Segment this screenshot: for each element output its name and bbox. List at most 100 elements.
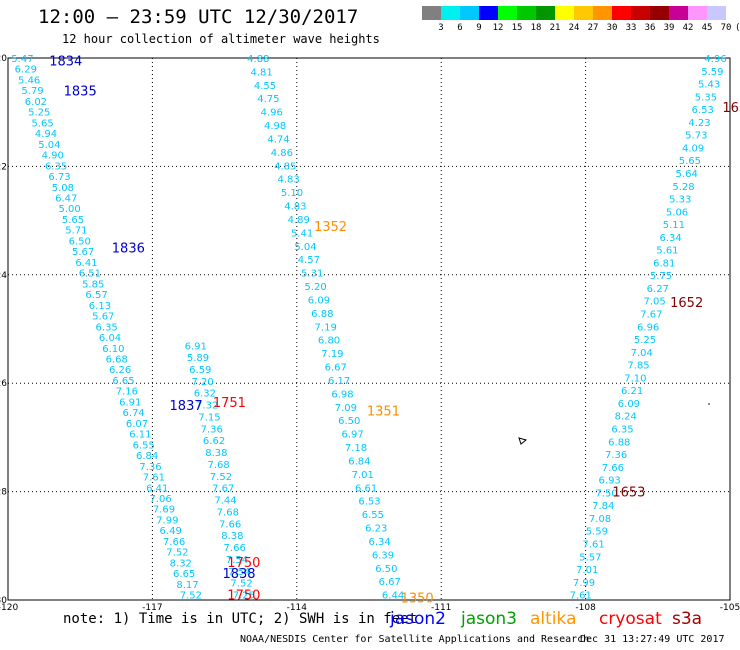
colorbar-swatch — [517, 6, 536, 20]
swh-value: 5.75 — [650, 271, 672, 282]
swh-value: 7.25 — [233, 591, 255, 602]
pass-time-label: 1652 — [670, 296, 703, 311]
swh-value: 7.10 — [624, 373, 646, 384]
swh-value: 6.65 — [173, 569, 195, 580]
swh-value: 7.54 — [226, 555, 248, 566]
swh-value: 6.41 — [146, 483, 168, 494]
swh-value: 8.24 — [615, 412, 637, 423]
swh-value: 6.47 — [55, 194, 77, 205]
swh-value: 8.38 — [221, 531, 243, 542]
swh-value: 7.99 — [156, 515, 178, 526]
swh-value: 6.26 — [109, 365, 131, 376]
swh-value: 4.96 — [261, 108, 283, 119]
swh-value: 5.11 — [663, 220, 685, 231]
swh-value: 7.44 — [214, 496, 236, 507]
pass-time-label: 1750 — [227, 556, 260, 571]
swh-value: 4.23 — [688, 118, 710, 129]
swh-value: 7.06 — [149, 494, 171, 505]
swh-value: 6.93 — [599, 476, 621, 487]
swh-value: 6.81 — [653, 258, 675, 269]
island-dot — [708, 403, 710, 405]
pass-time-label: 165 — [722, 101, 740, 116]
swh-value: 7.15 — [198, 412, 220, 423]
swh-value: 5.59 — [701, 67, 723, 78]
swh-value: 6.29 — [15, 65, 37, 76]
swh-value: 6.50 — [338, 416, 360, 427]
y-tick-label: 24 — [0, 271, 7, 281]
swh-value: 7.84 — [592, 501, 614, 512]
colorbar-swatch — [479, 6, 498, 20]
swh-value: 6.27 — [647, 284, 669, 295]
colorbar-label: 12 — [492, 23, 504, 33]
swh-value: 6.57 — [85, 290, 107, 301]
swh-value: 5.33 — [669, 195, 691, 206]
swh-value: 6.53 — [692, 105, 714, 116]
swh-value: 4.89 — [288, 215, 310, 226]
swh-value: 5.04 — [294, 242, 316, 253]
swh-value: 6.44 — [382, 591, 404, 602]
colorbar-label: 9 — [476, 23, 482, 33]
swh-value: 7.01 — [576, 565, 598, 576]
swh-value: 6.67 — [379, 577, 401, 588]
swh-value: 4.83 — [277, 175, 299, 186]
swh-value: 7.19 — [315, 322, 337, 333]
swh-value: 6.04 — [99, 333, 121, 344]
pass-time-label: 1750 — [227, 589, 260, 604]
swh-value: 7.18 — [345, 443, 367, 454]
swh-value: 7.16 — [116, 387, 138, 398]
swh-value: 4.81 — [251, 67, 273, 78]
colorbar-label: 6 — [457, 23, 463, 33]
swh-value: 7.68 — [217, 507, 239, 518]
swh-value: 7.85 — [627, 361, 649, 372]
swh-value: 5.25 — [28, 108, 50, 119]
swh-value: 5.43 — [698, 80, 720, 91]
pass-time-label: 1838 — [222, 567, 255, 582]
swh-value: 7.52 — [210, 472, 232, 483]
swh-value: 6.21 — [621, 386, 643, 397]
legend-s3a: s3a — [672, 609, 703, 629]
map-title: 12:00 – 23:59 UTC 12/30/2017 — [38, 6, 359, 28]
pass-time-label: 1751 — [213, 396, 246, 411]
colorbar-swatch — [460, 6, 479, 20]
swh-value: 5.31 — [301, 269, 323, 280]
swh-value: 7.69 — [153, 505, 175, 516]
y-tick-label: 26 — [0, 379, 7, 389]
swh-value: 6.67 — [325, 363, 347, 374]
colorbar-swatch — [669, 6, 688, 20]
colorbar-label: 42 — [682, 23, 694, 33]
pass-time-label: 1350 — [401, 591, 434, 606]
swh-value: 6.61 — [355, 483, 377, 494]
swh-value: 7.99 — [573, 578, 595, 589]
swh-value: 4.09 — [682, 143, 704, 154]
swh-value: 7.04 — [631, 348, 653, 359]
swh-value: 5.67 — [72, 247, 94, 258]
swh-value: 5.65 — [32, 118, 54, 129]
colorbar-label: 15 — [511, 23, 523, 33]
swh-value: 7.61 — [582, 539, 604, 550]
pass-time-label: 1351 — [367, 404, 400, 419]
swh-value: 7.09 — [335, 403, 357, 414]
swh-value: 6.39 — [372, 550, 394, 561]
swh-value: 6.97 — [342, 430, 364, 441]
swh-value: 7.36 — [201, 424, 223, 435]
swh-value: 4.98 — [264, 121, 286, 132]
colorbar-swatch — [650, 6, 669, 20]
y-tick-label: 28 — [0, 488, 7, 498]
swh-value: 7.19 — [321, 349, 343, 360]
footer-date: Dec 31 13:27:49 UTC 2017 — [580, 634, 725, 645]
swh-value: 6.41 — [75, 258, 97, 269]
swh-value: 7.08 — [589, 514, 611, 525]
legend-jason3: jason3 — [461, 609, 517, 629]
swh-value: 6.84 — [136, 451, 158, 462]
colorbar-swatch — [612, 6, 631, 20]
swh-value: 5.10 — [281, 188, 303, 199]
swh-value: 5.04 — [38, 140, 60, 151]
swh-value: 6.53 — [358, 497, 380, 508]
swh-value: 5.20 — [304, 282, 326, 293]
swh-value: 6.68 — [106, 354, 128, 365]
swh-value: 6.10 — [102, 344, 124, 355]
swh-value: 7.61 — [143, 473, 165, 484]
island-outline — [518, 437, 528, 445]
swh-value: 4.83 — [284, 202, 306, 213]
colorbar-label: 18 — [530, 23, 542, 33]
